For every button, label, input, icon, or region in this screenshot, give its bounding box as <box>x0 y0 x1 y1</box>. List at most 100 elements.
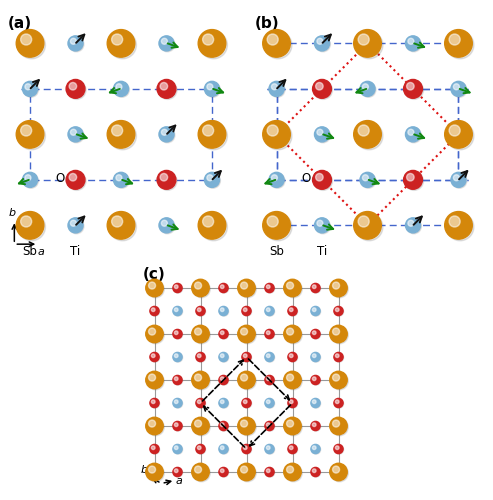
Circle shape <box>241 374 247 381</box>
Circle shape <box>243 307 251 316</box>
Circle shape <box>289 354 293 358</box>
Circle shape <box>196 353 206 362</box>
Circle shape <box>312 284 320 293</box>
Circle shape <box>451 172 466 188</box>
Circle shape <box>175 285 178 288</box>
Circle shape <box>289 308 293 312</box>
Circle shape <box>264 31 292 59</box>
Circle shape <box>69 82 76 90</box>
Circle shape <box>203 125 213 136</box>
Circle shape <box>197 308 201 312</box>
Circle shape <box>315 36 329 51</box>
Circle shape <box>21 216 32 227</box>
Circle shape <box>446 213 474 241</box>
Circle shape <box>313 377 316 380</box>
Circle shape <box>174 399 182 408</box>
Circle shape <box>286 328 293 335</box>
Circle shape <box>193 418 211 436</box>
Circle shape <box>69 37 84 52</box>
Circle shape <box>160 37 175 52</box>
Circle shape <box>18 122 45 150</box>
Circle shape <box>408 220 414 226</box>
Circle shape <box>311 398 320 407</box>
Circle shape <box>220 308 224 312</box>
Circle shape <box>16 30 44 57</box>
Circle shape <box>265 445 275 454</box>
Circle shape <box>285 372 302 390</box>
Circle shape <box>313 80 331 98</box>
Circle shape <box>244 446 247 450</box>
Circle shape <box>68 127 83 142</box>
Circle shape <box>405 172 423 190</box>
Circle shape <box>113 172 129 188</box>
Circle shape <box>147 280 164 298</box>
Circle shape <box>330 372 347 388</box>
Circle shape <box>242 352 251 362</box>
Circle shape <box>333 282 340 289</box>
Text: Sb: Sb <box>269 246 284 258</box>
Circle shape <box>219 444 228 454</box>
Circle shape <box>161 129 168 136</box>
Circle shape <box>265 422 275 431</box>
Circle shape <box>173 352 182 362</box>
Circle shape <box>449 34 460 45</box>
Circle shape <box>449 125 460 136</box>
Circle shape <box>196 398 205 407</box>
Circle shape <box>70 129 76 136</box>
Circle shape <box>355 122 383 150</box>
Circle shape <box>289 446 293 450</box>
Circle shape <box>150 444 159 454</box>
Circle shape <box>285 464 302 482</box>
Circle shape <box>407 174 414 181</box>
Circle shape <box>266 285 270 288</box>
Circle shape <box>111 34 123 45</box>
Circle shape <box>311 376 320 384</box>
Circle shape <box>198 212 226 239</box>
Circle shape <box>288 307 298 316</box>
Circle shape <box>175 446 178 450</box>
Circle shape <box>207 84 213 90</box>
Circle shape <box>241 282 247 289</box>
Circle shape <box>361 173 376 188</box>
Circle shape <box>196 307 206 316</box>
Circle shape <box>173 422 182 430</box>
Text: Ti: Ti <box>70 246 81 258</box>
Text: Sb: Sb <box>23 246 37 258</box>
Circle shape <box>270 82 285 98</box>
Circle shape <box>18 31 45 59</box>
Circle shape <box>266 377 270 380</box>
Circle shape <box>174 330 182 339</box>
Circle shape <box>265 330 275 339</box>
Circle shape <box>265 444 274 454</box>
Circle shape <box>196 399 206 408</box>
Circle shape <box>358 216 369 227</box>
Circle shape <box>266 308 270 312</box>
Circle shape <box>111 125 123 136</box>
Circle shape <box>23 82 37 96</box>
Circle shape <box>66 80 85 98</box>
Circle shape <box>175 308 178 312</box>
Circle shape <box>219 307 229 316</box>
Circle shape <box>263 212 290 239</box>
Circle shape <box>265 352 274 362</box>
Circle shape <box>316 82 323 90</box>
Circle shape <box>313 285 316 288</box>
Circle shape <box>200 213 227 241</box>
Circle shape <box>192 464 209 480</box>
Circle shape <box>195 374 202 381</box>
Circle shape <box>159 127 174 142</box>
Circle shape <box>316 174 323 181</box>
Circle shape <box>267 34 278 45</box>
Circle shape <box>151 446 155 450</box>
Circle shape <box>314 80 333 100</box>
Circle shape <box>25 174 31 181</box>
Circle shape <box>266 331 270 334</box>
Circle shape <box>160 218 175 234</box>
Circle shape <box>219 330 229 339</box>
Circle shape <box>219 330 228 338</box>
Circle shape <box>193 372 211 390</box>
Circle shape <box>197 400 201 404</box>
Circle shape <box>334 306 343 316</box>
Circle shape <box>335 308 339 312</box>
Circle shape <box>173 330 182 338</box>
